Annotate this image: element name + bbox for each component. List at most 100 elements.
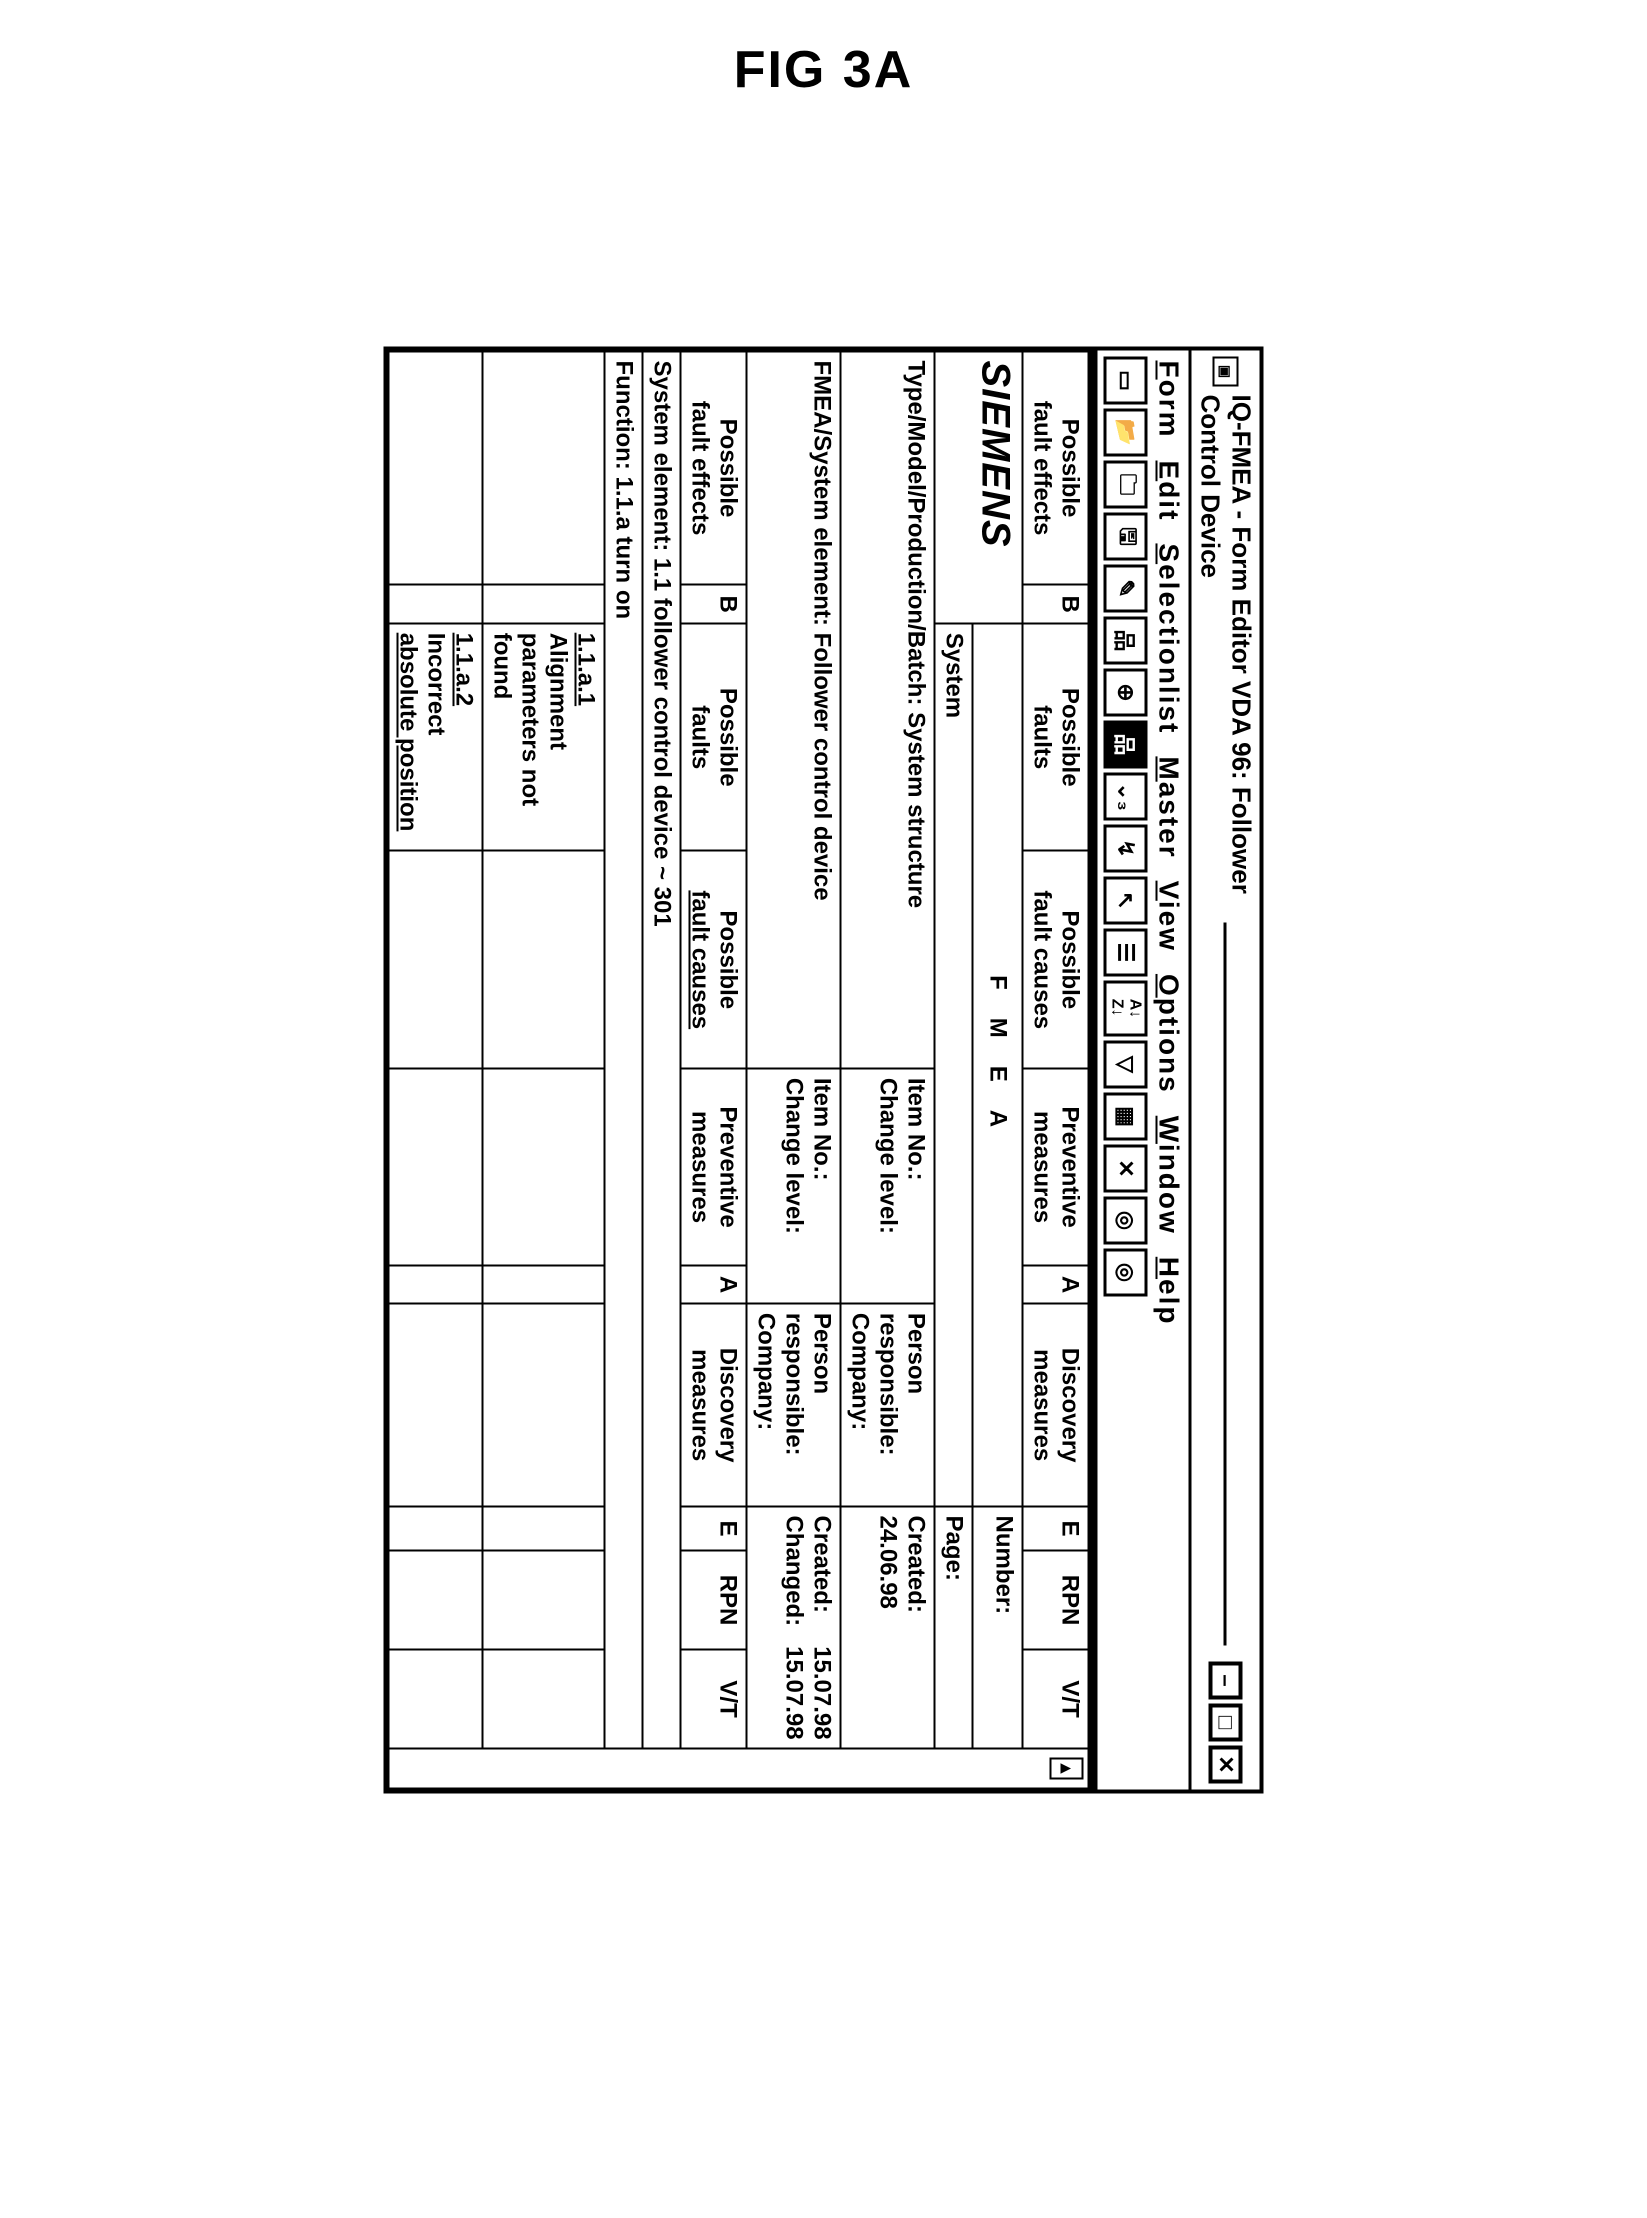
menu-options[interactable]: Options bbox=[1153, 974, 1185, 1094]
app-icon: ▣ bbox=[1213, 357, 1239, 387]
tool-disk-icon[interactable]: 🖫 bbox=[1104, 513, 1148, 561]
fault2-discovery bbox=[389, 1304, 483, 1507]
tool-bold-tree-icon[interactable]: 品 bbox=[1104, 721, 1148, 769]
fault1-fault: 1.1.a.1 Alignmentparameters notfound bbox=[483, 624, 605, 851]
fault2-fault: 1.1.a.2 Incorrectabsolute position bbox=[389, 624, 483, 851]
tool-circle1-icon[interactable]: ◎ bbox=[1104, 1197, 1148, 1245]
page-cell: Page: bbox=[935, 1506, 973, 1748]
fault1-preventive bbox=[483, 1069, 605, 1265]
column-header-row-1: Possiblefault effects B Possiblefaults P… bbox=[1023, 352, 1090, 1789]
fault1-effects bbox=[483, 352, 605, 585]
system-element-cell: System element: 1.1 follower control dev… bbox=[643, 352, 681, 1749]
fault2-vt bbox=[389, 1650, 483, 1749]
fmea-system-element-row: FMEA/System element: Follower control de… bbox=[747, 352, 841, 1789]
menu-selectionlist[interactable]: Selectionlist bbox=[1153, 543, 1185, 734]
fault1-rpn bbox=[483, 1551, 605, 1650]
tool-arrow-up-icon[interactable]: ↖ bbox=[1104, 877, 1148, 925]
figure-label: FIG 3A bbox=[100, 40, 1547, 100]
menu-view[interactable]: View bbox=[1153, 881, 1185, 952]
fault-row-1: 1.1.a.1 Alignmentparameters notfound bbox=[483, 352, 605, 1789]
tool-tree-icon[interactable]: 品 bbox=[1104, 617, 1148, 665]
hdr2-rpn: RPN bbox=[681, 1551, 747, 1650]
created-cell: Created: 24.06.98 bbox=[841, 1506, 935, 1748]
tool-funnel-icon[interactable]: ▽ bbox=[1104, 1041, 1148, 1089]
fault1-b bbox=[483, 585, 605, 624]
scrollbar[interactable]: ▲ bbox=[389, 1749, 1090, 1789]
hdr-causes: Possiblefault causes bbox=[1023, 851, 1090, 1069]
fault2-e bbox=[389, 1506, 483, 1550]
fault2-b bbox=[389, 585, 483, 624]
menu-master[interactable]: Master bbox=[1153, 756, 1185, 858]
tool-x-icon[interactable]: ✕ bbox=[1104, 1145, 1148, 1193]
item-change-cell: Item No.: Change level: bbox=[841, 1069, 935, 1304]
hdr-e: E bbox=[1023, 1506, 1090, 1550]
hdr-discovery: Discoverymeasures bbox=[1023, 1304, 1090, 1507]
hdr2-fault-effects: Possiblefault effects bbox=[681, 352, 747, 585]
menu-form[interactable]: Form bbox=[1153, 361, 1185, 439]
minimize-button[interactable]: – bbox=[1209, 1662, 1243, 1700]
hdr-a: A bbox=[1023, 1265, 1090, 1304]
tool-form-icon[interactable]: ☰ bbox=[1104, 929, 1148, 977]
fault2-effects bbox=[389, 352, 483, 585]
siemens-logo: SIEMENS bbox=[935, 352, 1023, 624]
window-title: IQ-FMEA - Form Editor VDA 96: Follower C… bbox=[1195, 395, 1257, 911]
system-cell: System bbox=[935, 624, 973, 1507]
function-row: Function: 1.1.a turn on bbox=[605, 352, 643, 1789]
type-model-row: Type/Model/Production/Batch: System stru… bbox=[841, 352, 935, 1789]
maximize-button[interactable]: □ bbox=[1209, 1704, 1243, 1742]
tool-link-icon[interactable]: ↯ bbox=[1104, 825, 1148, 873]
hdr-b: B bbox=[1023, 585, 1090, 624]
menu-edit[interactable]: Edit bbox=[1153, 461, 1185, 522]
function-cell: Function: 1.1.a turn on bbox=[605, 352, 643, 1749]
hdr2-b: B bbox=[681, 585, 747, 624]
close-button[interactable]: ✕ bbox=[1209, 1746, 1243, 1784]
tool-hierarchy-icon[interactable]: ⌄₃ bbox=[1104, 773, 1148, 821]
title-block-row: SIEMENS FMEA Number: bbox=[973, 352, 1023, 1789]
tool-plus-tree-icon[interactable]: ⊕ bbox=[1104, 669, 1148, 717]
tool-sort-icon[interactable]: A↓Z↓ bbox=[1104, 981, 1148, 1037]
hdr-rpn: RPN bbox=[1023, 1551, 1090, 1650]
fault1-causes bbox=[483, 851, 605, 1069]
fault2-rpn bbox=[389, 1551, 483, 1650]
menu-window[interactable]: Window bbox=[1153, 1116, 1185, 1235]
type-model-cell: Type/Model/Production/Batch: System stru… bbox=[841, 352, 935, 1069]
app-window: ▣ IQ-FMEA - Form Editor VDA 96: Follower… bbox=[384, 347, 1264, 1794]
hdr2-vt: V/T bbox=[681, 1650, 747, 1749]
scroll-up-icon[interactable]: ▲ bbox=[1050, 1758, 1084, 1780]
fault1-vt bbox=[483, 1650, 605, 1749]
hdr2-preventive: Preventivemeasures bbox=[681, 1069, 747, 1265]
toolbar: ▭ 📂 🗀 🖫 ✎ 品 ⊕ 品 ⌄₃ ↯ ↖ ☰ A↓Z↓ ▽ ▦ ✕ ◎ ◎ bbox=[1092, 351, 1151, 1790]
tool-pencil-icon[interactable]: ✎ bbox=[1104, 565, 1148, 613]
hdr2-faults: Possiblefaults bbox=[681, 624, 747, 851]
fault1-discovery bbox=[483, 1304, 605, 1507]
hdr-preventive: Preventivemeasures bbox=[1023, 1069, 1090, 1265]
system-element-row: System element: 1.1 follower control dev… bbox=[643, 352, 681, 1789]
tool-new-icon[interactable]: ▭ bbox=[1104, 357, 1148, 405]
fmea-system-cell: FMEA/System element: Follower control de… bbox=[747, 352, 841, 1069]
fault2-preventive bbox=[389, 1069, 483, 1265]
tool-grid-icon[interactable]: ▦ bbox=[1104, 1093, 1148, 1141]
fault2-causes bbox=[389, 851, 483, 1069]
hdr-fault-effects: Possiblefault effects bbox=[1023, 352, 1090, 585]
tool-circle2-icon[interactable]: ◎ bbox=[1104, 1249, 1148, 1297]
fault-row-2: 1.1.a.2 Incorrectabsolute position bbox=[389, 352, 483, 1789]
hdr-faults: Possiblefaults bbox=[1023, 624, 1090, 851]
person-company-cell: Person responsible: Company: bbox=[841, 1304, 935, 1507]
tool-open-icon[interactable]: 📂 bbox=[1104, 409, 1148, 457]
hdr2-discovery: Discoverymeasures bbox=[681, 1304, 747, 1507]
hdr-vt: V/T bbox=[1023, 1650, 1090, 1749]
hdr2-e: E bbox=[681, 1506, 747, 1550]
menubar: Form Edit Selectionlist Master View Opti… bbox=[1151, 351, 1189, 1790]
hdr2-a: A bbox=[681, 1265, 747, 1304]
column-header-row-2: Possiblefault effects B Possiblefaults P… bbox=[681, 352, 747, 1789]
titlebar: ▣ IQ-FMEA - Form Editor VDA 96: Follower… bbox=[1189, 351, 1260, 1790]
created-changed-cell: Created: 15.07.98 Changed: 15.07.98 bbox=[747, 1506, 841, 1748]
hdr2-causes: Possiblefault causes bbox=[681, 851, 747, 1069]
fault2-a bbox=[389, 1265, 483, 1304]
tool-folder-icon[interactable]: 🗀 bbox=[1104, 461, 1148, 509]
person-company-cell-2: Person responsible: Company: bbox=[747, 1304, 841, 1507]
fmea-title: FMEA bbox=[973, 624, 1023, 1507]
menu-help[interactable]: Help bbox=[1153, 1257, 1185, 1326]
form-table: Possiblefault effects B Possiblefaults P… bbox=[388, 351, 1092, 1790]
fault1-e bbox=[483, 1506, 605, 1550]
